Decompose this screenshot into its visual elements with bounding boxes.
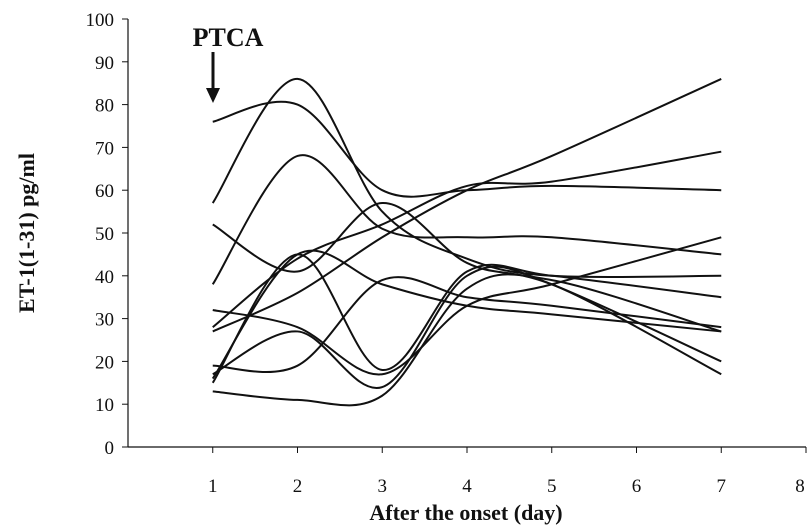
- series-line: [212, 265, 722, 389]
- series-line: [211, 77, 722, 279]
- y-tick-label: 20: [95, 352, 114, 373]
- x-tick-label: 6: [632, 476, 642, 497]
- x-axis-title: After the onset (day): [369, 500, 562, 525]
- y-tick-label: 0: [105, 438, 115, 459]
- series-line: [211, 249, 722, 380]
- series-line: [212, 150, 722, 328]
- y-tick-label: 70: [95, 138, 114, 159]
- series-line: [211, 253, 722, 384]
- x-tick-label: 5: [547, 476, 557, 497]
- series-line: [212, 202, 722, 363]
- x-tick-label: 2: [293, 476, 303, 497]
- y-axis-title: ET-1(1-31) pg/ml: [14, 153, 39, 313]
- series-line: [211, 154, 722, 285]
- y-tick-label: 40: [95, 267, 114, 288]
- x-tick-label: 3: [378, 476, 388, 497]
- y-tick-label: 90: [95, 53, 114, 74]
- y-tick-label: 60: [95, 181, 114, 202]
- y-tick-label: 30: [95, 310, 114, 331]
- x-tick-label: 8: [795, 476, 805, 497]
- y-tick-label: 10: [95, 395, 114, 416]
- annotation-arrowhead: [206, 88, 220, 103]
- series-line: [212, 273, 722, 407]
- series-line: [212, 100, 722, 198]
- x-tick-label: 4: [462, 476, 472, 497]
- series-line: [212, 78, 722, 333]
- y-tick-label: 100: [86, 10, 115, 31]
- y-tick-label: 80: [95, 96, 114, 117]
- series-line: [212, 276, 722, 373]
- annotation: PTCA: [193, 23, 264, 52]
- series-line: [212, 236, 722, 376]
- x-tick-label: 7: [717, 476, 727, 497]
- x-tick-label: 1: [208, 476, 218, 497]
- y-tick-label: 50: [95, 224, 114, 245]
